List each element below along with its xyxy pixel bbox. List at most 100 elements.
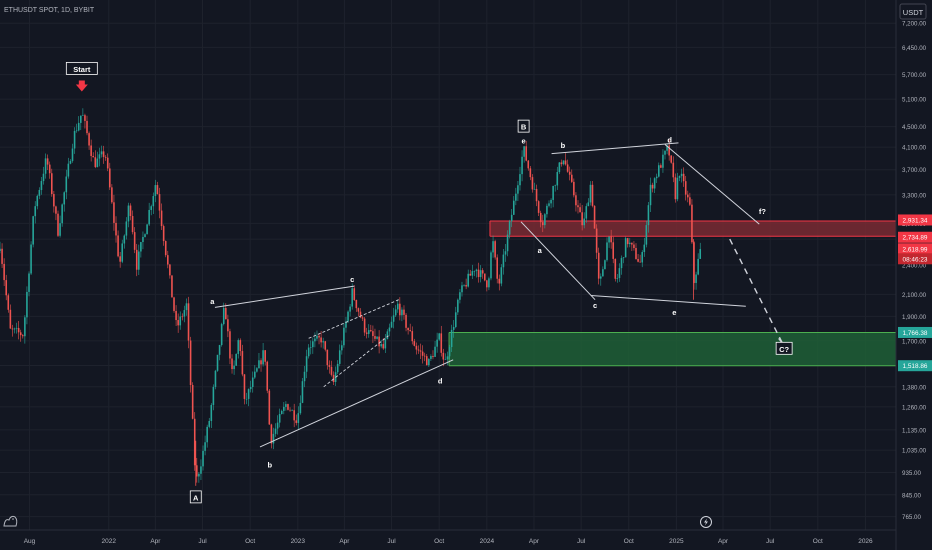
candle-body (680, 173, 683, 177)
candle-body (544, 214, 546, 226)
candle-body (686, 194, 689, 198)
candle-body (633, 244, 635, 248)
wave-label: e (522, 136, 526, 145)
candle-body (434, 346, 436, 357)
candle-body (529, 168, 532, 178)
candle-body (177, 320, 179, 326)
candle-body (285, 404, 287, 407)
candle-body (59, 223, 61, 236)
candle-body (341, 345, 343, 351)
candle-body (303, 371, 306, 382)
candle-body (492, 241, 494, 253)
support-zone (449, 332, 896, 366)
candle-body (150, 206, 153, 210)
candle-body (71, 148, 74, 161)
currency-box[interactable] (899, 3, 927, 20)
candle-body (602, 269, 604, 277)
candle-body (554, 185, 557, 187)
price-tick-label: 1,700.00 (902, 338, 927, 345)
price-label-box (898, 214, 932, 226)
candle-body (119, 256, 121, 262)
candle-body (517, 185, 519, 194)
candle-body (73, 130, 76, 149)
candle-body (148, 209, 150, 225)
candle-body (562, 160, 565, 165)
candle-body (645, 225, 648, 245)
candle-body (657, 165, 660, 177)
candle-body (280, 410, 283, 415)
candle-body (693, 242, 695, 283)
candle-body (415, 345, 418, 350)
candle-body (498, 278, 501, 284)
candle-body (243, 374, 246, 399)
candle-body (266, 361, 269, 391)
candle-body (307, 347, 310, 357)
price-axis-panel[interactable] (896, 0, 932, 550)
candle-body (568, 171, 571, 175)
candle-body (403, 309, 405, 315)
candle-body (111, 187, 113, 203)
candle-body (537, 201, 540, 213)
candle-body (419, 350, 422, 352)
candle-body (30, 244, 32, 274)
candle-body (198, 473, 200, 477)
candle-body (386, 331, 389, 340)
candle-body (160, 210, 163, 227)
candle-body (270, 424, 273, 444)
wave-labels: a b c d Be b a c d e f? C? A Start (65, 61, 793, 504)
candle-body (626, 238, 629, 245)
candle-body (48, 164, 51, 174)
time-tick-label: Oct (434, 538, 444, 545)
candle-body (548, 203, 550, 206)
price-label: 2,734.89 (903, 235, 928, 242)
candle-body (689, 197, 691, 205)
candle-body (32, 216, 34, 245)
candle-body (502, 254, 505, 268)
candle-body (289, 409, 291, 411)
price-tick-label: 4,100.00 (902, 145, 927, 152)
candle-body (210, 404, 213, 421)
candle-body (123, 235, 126, 244)
candle-body (44, 158, 47, 174)
candle-body (185, 303, 188, 311)
candle-body (227, 319, 229, 332)
candle-body (154, 185, 157, 197)
candle-body (587, 202, 590, 207)
lightning-event-icon[interactable] (700, 516, 712, 528)
candle-body (241, 351, 244, 375)
candle-body (423, 355, 426, 357)
candle-body (396, 303, 399, 310)
candle-body (382, 344, 385, 349)
time-axis: Aug 2022 Apr Jul Oct 2023 Apr Jul Oct 2024 Apr Jul O… (24, 538, 873, 545)
candle-body (264, 350, 266, 362)
candle-body (235, 353, 237, 366)
candle-body (448, 347, 451, 357)
candle-body (283, 406, 285, 411)
candle-body (38, 190, 41, 196)
candle-body (36, 195, 39, 207)
candle-body (552, 185, 554, 200)
candle-body (125, 221, 128, 236)
candle-body (436, 339, 438, 347)
candle-body (349, 306, 351, 312)
candle-body (477, 269, 480, 278)
price-tick-label: 1,035.00 (902, 448, 927, 455)
candle-body (697, 258, 699, 275)
candle-body (167, 255, 169, 265)
candle-body (508, 221, 511, 235)
candle-body (251, 377, 254, 387)
candle-body (169, 264, 171, 276)
candle-body (394, 309, 397, 316)
candle-body (670, 155, 673, 163)
candle-body (7, 295, 10, 310)
price-tick-label: 2,400.00 (902, 263, 927, 270)
candle-body (295, 420, 298, 423)
candles (0, 108, 702, 486)
candle-body (664, 150, 666, 155)
candle-body (146, 224, 148, 235)
candle-body (432, 355, 434, 357)
candle-body (90, 145, 92, 156)
trendline (590, 294, 746, 307)
